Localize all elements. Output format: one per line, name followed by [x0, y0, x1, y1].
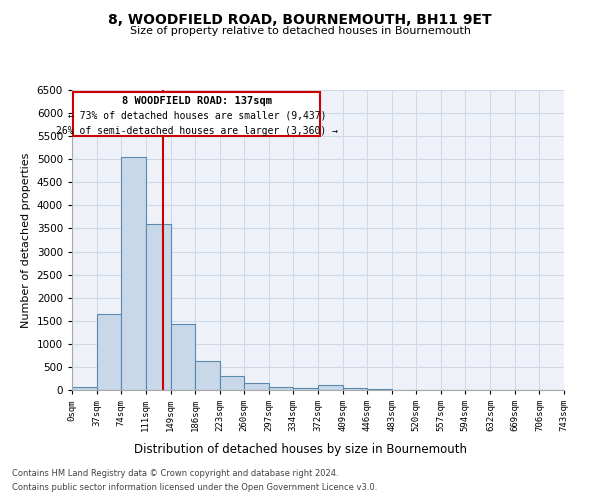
- Bar: [269, 386, 293, 390]
- Bar: [244, 383, 269, 390]
- Text: 8 WOODFIELD ROAD: 137sqm: 8 WOODFIELD ROAD: 137sqm: [122, 96, 272, 106]
- Bar: [343, 388, 367, 390]
- Text: Size of property relative to detached houses in Bournemouth: Size of property relative to detached ho…: [130, 26, 470, 36]
- Bar: [293, 388, 319, 390]
- Text: Contains public sector information licensed under the Open Government Licence v3: Contains public sector information licen…: [12, 484, 377, 492]
- Bar: [121, 157, 146, 390]
- Text: ← 73% of detached houses are smaller (9,437): ← 73% of detached houses are smaller (9,…: [68, 111, 326, 121]
- Text: Distribution of detached houses by size in Bournemouth: Distribution of detached houses by size …: [133, 442, 467, 456]
- Bar: [195, 362, 220, 390]
- Bar: [367, 389, 392, 390]
- Bar: [72, 386, 97, 390]
- Text: 8, WOODFIELD ROAD, BOURNEMOUTH, BH11 9ET: 8, WOODFIELD ROAD, BOURNEMOUTH, BH11 9ET: [108, 12, 492, 26]
- Bar: [146, 224, 170, 390]
- Bar: [220, 376, 244, 390]
- Bar: [97, 314, 121, 390]
- Text: Contains HM Land Registry data © Crown copyright and database right 2024.: Contains HM Land Registry data © Crown c…: [12, 468, 338, 477]
- Text: 26% of semi-detached houses are larger (3,360) →: 26% of semi-detached houses are larger (…: [56, 126, 338, 136]
- Bar: [73, 92, 320, 136]
- Bar: [170, 324, 195, 390]
- Y-axis label: Number of detached properties: Number of detached properties: [21, 152, 31, 328]
- Bar: [319, 386, 343, 390]
